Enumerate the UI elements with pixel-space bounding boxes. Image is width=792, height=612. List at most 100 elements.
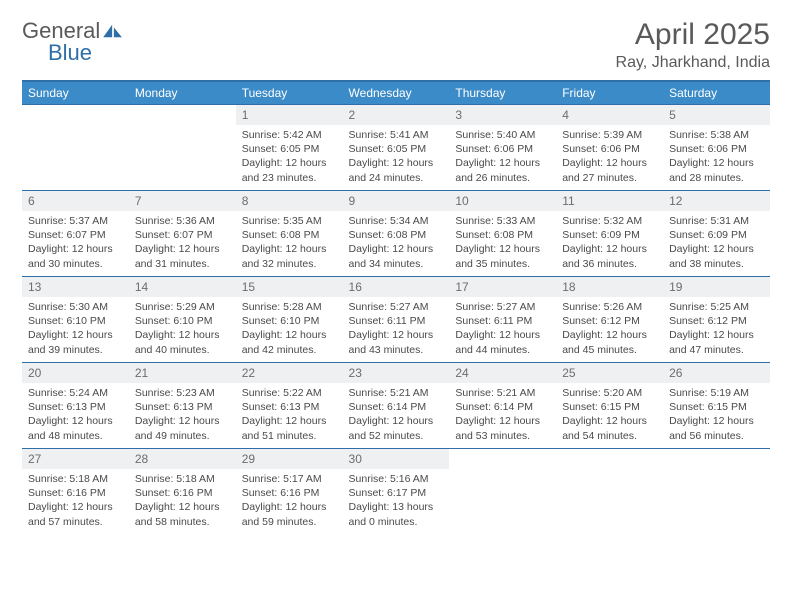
calendar-cell: 19Sunrise: 5:25 AMSunset: 6:12 PMDayligh… [663,277,770,363]
calendar-cell: 4Sunrise: 5:39 AMSunset: 6:06 PMDaylight… [556,105,663,191]
weekday-header: Monday [129,81,236,105]
day-body: Sunrise: 5:35 AMSunset: 6:08 PMDaylight:… [236,211,343,275]
calendar-cell: 6Sunrise: 5:37 AMSunset: 6:07 PMDaylight… [22,191,129,277]
day-number: 7 [129,191,236,211]
logo-text-2: Blue [48,40,92,66]
day-number: 10 [449,191,556,211]
calendar-week-row: 20Sunrise: 5:24 AMSunset: 6:13 PMDayligh… [22,363,770,449]
day-number: 4 [556,105,663,125]
day-body: Sunrise: 5:26 AMSunset: 6:12 PMDaylight:… [556,297,663,361]
day-number: 20 [22,363,129,383]
day-body: Sunrise: 5:41 AMSunset: 6:05 PMDaylight:… [343,125,450,189]
day-body: Sunrise: 5:34 AMSunset: 6:08 PMDaylight:… [343,211,450,275]
day-body: Sunrise: 5:36 AMSunset: 6:07 PMDaylight:… [129,211,236,275]
day-body: Sunrise: 5:18 AMSunset: 6:16 PMDaylight:… [129,469,236,533]
weekday-header: Saturday [663,81,770,105]
day-number: 18 [556,277,663,297]
day-body: Sunrise: 5:21 AMSunset: 6:14 PMDaylight:… [343,383,450,447]
logo-sail-icon [102,23,124,39]
day-body: Sunrise: 5:29 AMSunset: 6:10 PMDaylight:… [129,297,236,361]
calendar-cell: 24Sunrise: 5:21 AMSunset: 6:14 PMDayligh… [449,363,556,449]
weekday-header: Friday [556,81,663,105]
day-body: Sunrise: 5:20 AMSunset: 6:15 PMDaylight:… [556,383,663,447]
weekday-header: Tuesday [236,81,343,105]
calendar-cell: 5Sunrise: 5:38 AMSunset: 6:06 PMDaylight… [663,105,770,191]
weekday-header: Sunday [22,81,129,105]
calendar-cell: 13Sunrise: 5:30 AMSunset: 6:10 PMDayligh… [22,277,129,363]
day-body: Sunrise: 5:38 AMSunset: 6:06 PMDaylight:… [663,125,770,189]
day-number: 29 [236,449,343,469]
calendar-cell: 14Sunrise: 5:29 AMSunset: 6:10 PMDayligh… [129,277,236,363]
calendar-cell: 1Sunrise: 5:42 AMSunset: 6:05 PMDaylight… [236,105,343,191]
location: Ray, Jharkhand, India [616,54,770,72]
calendar-cell: .. [129,105,236,191]
weekday-header-row: SundayMondayTuesdayWednesdayThursdayFrid… [22,81,770,105]
day-number: 23 [343,363,450,383]
calendar-cell: 17Sunrise: 5:27 AMSunset: 6:11 PMDayligh… [449,277,556,363]
calendar-cell: 25Sunrise: 5:20 AMSunset: 6:15 PMDayligh… [556,363,663,449]
calendar-cell: .. [22,105,129,191]
header: General April 2025 Ray, Jharkhand, India [22,18,770,72]
day-number: 1 [236,105,343,125]
day-body: Sunrise: 5:37 AMSunset: 6:07 PMDaylight:… [22,211,129,275]
day-number: 9 [343,191,450,211]
day-number: 11 [556,191,663,211]
calendar-cell: 8Sunrise: 5:35 AMSunset: 6:08 PMDaylight… [236,191,343,277]
calendar-week-row: ....1Sunrise: 5:42 AMSunset: 6:05 PMDayl… [22,105,770,191]
day-body: Sunrise: 5:39 AMSunset: 6:06 PMDaylight:… [556,125,663,189]
day-body: Sunrise: 5:28 AMSunset: 6:10 PMDaylight:… [236,297,343,361]
day-number: 5 [663,105,770,125]
calendar-cell: .. [663,449,770,535]
day-body: Sunrise: 5:22 AMSunset: 6:13 PMDaylight:… [236,383,343,447]
day-number: 21 [129,363,236,383]
calendar-cell: 11Sunrise: 5:32 AMSunset: 6:09 PMDayligh… [556,191,663,277]
day-number: 16 [343,277,450,297]
day-body: Sunrise: 5:25 AMSunset: 6:12 PMDaylight:… [663,297,770,361]
calendar-cell: 21Sunrise: 5:23 AMSunset: 6:13 PMDayligh… [129,363,236,449]
day-number: 22 [236,363,343,383]
calendar-cell: 15Sunrise: 5:28 AMSunset: 6:10 PMDayligh… [236,277,343,363]
day-number: 26 [663,363,770,383]
day-number: 30 [343,449,450,469]
day-body: Sunrise: 5:16 AMSunset: 6:17 PMDaylight:… [343,469,450,533]
day-number: 6 [22,191,129,211]
weekday-header: Wednesday [343,81,450,105]
calendar-cell: 22Sunrise: 5:22 AMSunset: 6:13 PMDayligh… [236,363,343,449]
calendar-cell: 28Sunrise: 5:18 AMSunset: 6:16 PMDayligh… [129,449,236,535]
calendar-cell: 7Sunrise: 5:36 AMSunset: 6:07 PMDaylight… [129,191,236,277]
calendar-table: SundayMondayTuesdayWednesdayThursdayFrid… [22,80,770,535]
day-body: Sunrise: 5:40 AMSunset: 6:06 PMDaylight:… [449,125,556,189]
day-body: Sunrise: 5:21 AMSunset: 6:14 PMDaylight:… [449,383,556,447]
day-body: Sunrise: 5:31 AMSunset: 6:09 PMDaylight:… [663,211,770,275]
calendar-cell: 16Sunrise: 5:27 AMSunset: 6:11 PMDayligh… [343,277,450,363]
month-title: April 2025 [616,18,770,52]
day-number: 17 [449,277,556,297]
day-body: Sunrise: 5:33 AMSunset: 6:08 PMDaylight:… [449,211,556,275]
day-number: 27 [22,449,129,469]
calendar-cell: 26Sunrise: 5:19 AMSunset: 6:15 PMDayligh… [663,363,770,449]
calendar-cell: 30Sunrise: 5:16 AMSunset: 6:17 PMDayligh… [343,449,450,535]
calendar-cell: 29Sunrise: 5:17 AMSunset: 6:16 PMDayligh… [236,449,343,535]
day-number: 24 [449,363,556,383]
day-body: Sunrise: 5:32 AMSunset: 6:09 PMDaylight:… [556,211,663,275]
weekday-header: Thursday [449,81,556,105]
calendar-cell: .. [449,449,556,535]
day-number: 28 [129,449,236,469]
day-body: Sunrise: 5:23 AMSunset: 6:13 PMDaylight:… [129,383,236,447]
calendar-week-row: 27Sunrise: 5:18 AMSunset: 6:16 PMDayligh… [22,449,770,535]
day-number: 12 [663,191,770,211]
day-number: 25 [556,363,663,383]
title-block: April 2025 Ray, Jharkhand, India [616,18,770,72]
calendar-cell: 12Sunrise: 5:31 AMSunset: 6:09 PMDayligh… [663,191,770,277]
day-body: Sunrise: 5:42 AMSunset: 6:05 PMDaylight:… [236,125,343,189]
day-number: 3 [449,105,556,125]
calendar-cell: 10Sunrise: 5:33 AMSunset: 6:08 PMDayligh… [449,191,556,277]
day-body: Sunrise: 5:17 AMSunset: 6:16 PMDaylight:… [236,469,343,533]
day-body: Sunrise: 5:27 AMSunset: 6:11 PMDaylight:… [449,297,556,361]
day-body: Sunrise: 5:18 AMSunset: 6:16 PMDaylight:… [22,469,129,533]
day-number: 14 [129,277,236,297]
day-body: Sunrise: 5:27 AMSunset: 6:11 PMDaylight:… [343,297,450,361]
day-body: Sunrise: 5:24 AMSunset: 6:13 PMDaylight:… [22,383,129,447]
calendar-cell: 23Sunrise: 5:21 AMSunset: 6:14 PMDayligh… [343,363,450,449]
day-number: 19 [663,277,770,297]
